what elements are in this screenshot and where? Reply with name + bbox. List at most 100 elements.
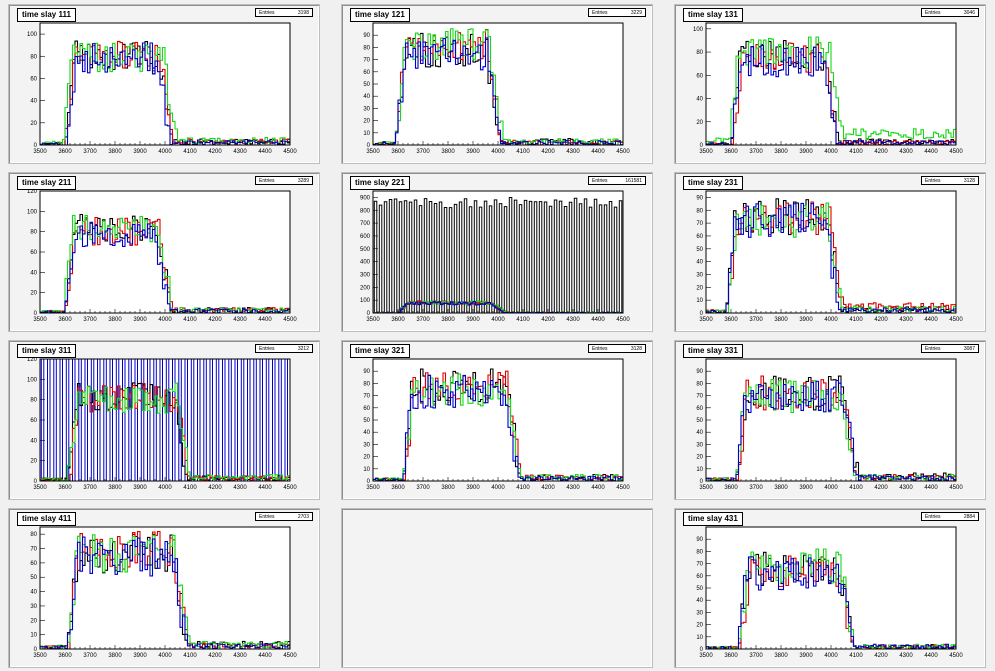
series-blue — [40, 42, 290, 145]
x-tick-label: 3700 — [749, 317, 763, 323]
pad-empty — [341, 508, 653, 668]
y-tick-label: 50 — [30, 575, 37, 581]
entries-label: Entries — [259, 178, 275, 184]
y-tick-label: 90 — [696, 369, 703, 375]
x-tick-label: 3700 — [83, 149, 97, 155]
entries-value: 2703 — [297, 514, 309, 520]
x-tick-label: 3900 — [133, 317, 147, 323]
y-tick-label: 0 — [700, 311, 704, 317]
histogram-title: time slay 211 — [17, 176, 77, 190]
x-tick-label: 4000 — [158, 653, 172, 659]
y-tick-label: 500 — [360, 247, 371, 253]
y-tick-label: 60 — [696, 574, 703, 580]
y-tick-label: 20 — [30, 121, 37, 127]
y-tick-label: 20 — [696, 285, 703, 291]
series-blue — [706, 202, 956, 313]
y-tick-label: 30 — [30, 604, 37, 610]
x-tick-label: 4200 — [208, 653, 222, 659]
x-tick-label: 3800 — [441, 485, 455, 491]
x-tick-label: 4000 — [491, 317, 505, 323]
x-tick-label: 4300 — [566, 149, 580, 155]
y-tick-label: 50 — [363, 82, 370, 88]
x-tick-label: 4500 — [283, 149, 297, 155]
x-tick-label: 3600 — [391, 317, 405, 323]
x-tick-label: 3600 — [724, 149, 738, 155]
x-tick-label: 3700 — [416, 149, 430, 155]
x-tick-label: 4000 — [491, 485, 505, 491]
x-tick-label: 4300 — [899, 653, 913, 659]
x-tick-label: 4500 — [283, 485, 297, 491]
y-tick-label: 20 — [696, 455, 703, 461]
entries-value: 3198 — [297, 10, 309, 16]
x-tick-label: 4300 — [233, 149, 247, 155]
entries-value: 2884 — [963, 514, 975, 520]
histogram-211: 3500 3600 3700 3800 3900 4000 4100 4200 4300 4400… — [27, 189, 297, 323]
x-tick-label: 4200 — [208, 149, 222, 155]
series-green — [40, 42, 290, 145]
histogram-221: 3500 3600 3700 3800 3900 4000 4100 4200 4300 4400… — [360, 190, 630, 323]
x-tick-label: 4500 — [283, 317, 297, 323]
histogram-121: 3500 3600 3700 3800 3900 4000 4100 4200 4300 4400… — [363, 22, 630, 155]
histogram-title: time slay 111 — [17, 8, 76, 22]
x-tick-label: 3600 — [391, 149, 405, 155]
x-tick-label: 4000 — [158, 317, 172, 323]
series-blue — [40, 536, 290, 649]
x-tick-label: 3500 — [33, 317, 47, 323]
entries-label: Entries — [925, 514, 941, 520]
y-tick-label: 80 — [30, 54, 37, 60]
x-tick-label: 4400 — [258, 317, 272, 323]
y-tick-label: 60 — [30, 76, 37, 82]
series-red — [706, 555, 956, 649]
histogram-title: time slay 231 — [683, 176, 743, 190]
x-tick-label: 3900 — [133, 149, 147, 155]
x-tick-label: 4200 — [874, 653, 888, 659]
entries-value: 3229 — [630, 10, 642, 16]
y-tick-label: 20 — [30, 291, 37, 297]
x-tick-label: 3700 — [749, 149, 763, 155]
histogram-431: 3500 3600 3700 3800 3900 4000 4100 4200 4300 4400… — [696, 526, 963, 659]
x-tick-label: 4100 — [183, 149, 197, 155]
stats-box: Entries 3128 — [588, 344, 646, 353]
y-tick-label: 200 — [360, 285, 371, 291]
spike-series-black — [373, 197, 623, 313]
y-tick-label: 20 — [30, 618, 37, 624]
y-tick-label: 0 — [367, 311, 371, 317]
y-tick-label: 10 — [363, 467, 370, 473]
x-tick-label: 3500 — [366, 149, 380, 155]
x-tick-label: 3500 — [699, 653, 713, 659]
y-tick-label: 0 — [367, 479, 371, 485]
x-tick-label: 4400 — [258, 149, 272, 155]
x-tick-label: 3700 — [749, 653, 763, 659]
y-tick-label: 40 — [30, 99, 37, 105]
y-tick-label: 120 — [27, 189, 38, 195]
pad-311: 3500 3600 3700 3800 3900 4000 4100 4200 4300 4400… — [8, 340, 320, 500]
y-tick-label: 80 — [696, 381, 703, 387]
histogram-title: time slay 221 — [350, 176, 410, 190]
y-tick-label: 20 — [30, 459, 37, 465]
histogram-title: time slay 121 — [350, 8, 410, 22]
x-tick-label: 4100 — [849, 485, 863, 491]
entries-label: Entries — [259, 10, 275, 16]
y-tick-label: 80 — [696, 208, 703, 214]
x-tick-label: 4000 — [491, 149, 505, 155]
y-tick-label: 0 — [367, 143, 371, 149]
stats-box: Entries 2884 — [921, 512, 979, 521]
y-tick-label: 30 — [696, 610, 703, 616]
x-tick-label: 4000 — [824, 149, 838, 155]
x-tick-label: 4100 — [183, 653, 197, 659]
y-tick-label: 600 — [360, 234, 371, 240]
y-tick-label: 10 — [696, 467, 703, 473]
y-tick-label: 60 — [696, 234, 703, 240]
x-tick-label: 3800 — [441, 149, 455, 155]
y-tick-label: 50 — [696, 418, 703, 424]
y-tick-label: 70 — [363, 58, 370, 64]
y-tick-label: 0 — [34, 311, 38, 317]
y-tick-label: 10 — [363, 131, 370, 137]
y-tick-label: 120 — [27, 357, 38, 363]
plot-area — [373, 191, 623, 313]
y-tick-label: 90 — [696, 195, 703, 201]
histogram-131: 3500 3600 3700 3800 3900 4000 4100 4200 4300 4400… — [693, 22, 963, 155]
x-tick-label: 3600 — [391, 485, 405, 491]
y-tick-label: 70 — [30, 547, 37, 553]
x-tick-label: 4300 — [899, 317, 913, 323]
